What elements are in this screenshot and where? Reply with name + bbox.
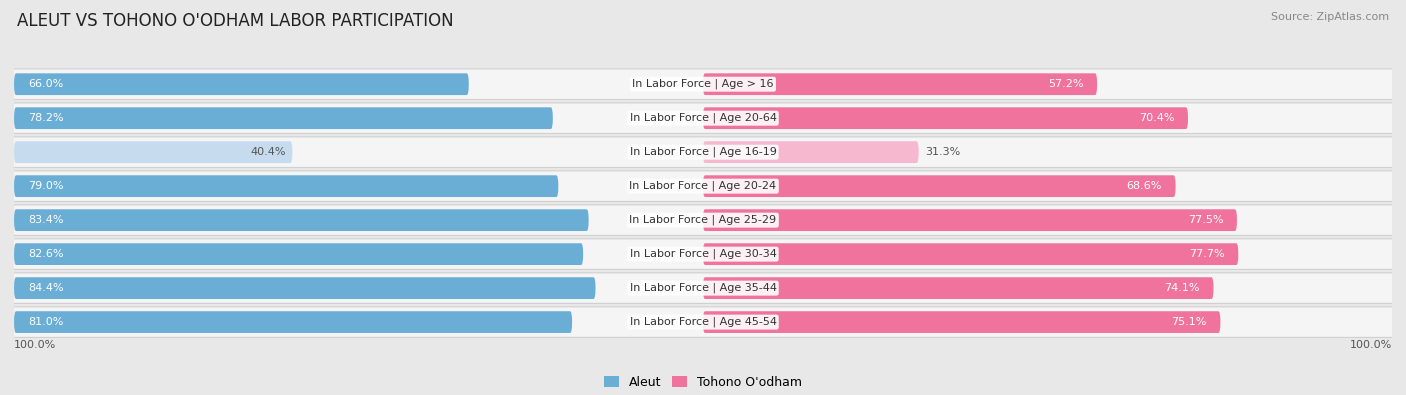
Text: In Labor Force | Age 30-34: In Labor Force | Age 30-34 (630, 249, 776, 260)
FancyBboxPatch shape (14, 243, 583, 265)
FancyBboxPatch shape (703, 141, 918, 163)
Text: 100.0%: 100.0% (14, 340, 56, 350)
FancyBboxPatch shape (7, 137, 1399, 167)
Text: In Labor Force | Age > 16: In Labor Force | Age > 16 (633, 79, 773, 89)
Text: Source: ZipAtlas.com: Source: ZipAtlas.com (1271, 12, 1389, 22)
Text: 75.1%: 75.1% (1171, 317, 1206, 327)
Text: 66.0%: 66.0% (28, 79, 63, 89)
FancyBboxPatch shape (14, 141, 292, 163)
FancyBboxPatch shape (703, 311, 1220, 333)
FancyBboxPatch shape (7, 239, 1399, 269)
FancyBboxPatch shape (7, 307, 1399, 337)
FancyBboxPatch shape (14, 277, 596, 299)
FancyBboxPatch shape (14, 311, 572, 333)
Text: 83.4%: 83.4% (28, 215, 63, 225)
Text: In Labor Force | Age 25-29: In Labor Force | Age 25-29 (630, 215, 776, 226)
Text: 82.6%: 82.6% (28, 249, 63, 259)
Text: In Labor Force | Age 20-64: In Labor Force | Age 20-64 (630, 113, 776, 123)
FancyBboxPatch shape (7, 171, 1399, 201)
Text: 84.4%: 84.4% (28, 283, 63, 293)
Text: 78.2%: 78.2% (28, 113, 63, 123)
FancyBboxPatch shape (7, 69, 1399, 100)
FancyBboxPatch shape (7, 205, 1399, 235)
FancyBboxPatch shape (14, 209, 589, 231)
Text: In Labor Force | Age 45-54: In Labor Force | Age 45-54 (630, 317, 776, 327)
Legend: Aleut, Tohono O'odham: Aleut, Tohono O'odham (599, 371, 807, 394)
Text: 77.5%: 77.5% (1188, 215, 1223, 225)
Text: 57.2%: 57.2% (1047, 79, 1083, 89)
Text: ALEUT VS TOHONO O'ODHAM LABOR PARTICIPATION: ALEUT VS TOHONO O'ODHAM LABOR PARTICIPAT… (17, 12, 454, 30)
Text: 70.4%: 70.4% (1139, 113, 1174, 123)
Text: In Labor Force | Age 20-24: In Labor Force | Age 20-24 (630, 181, 776, 192)
Text: 81.0%: 81.0% (28, 317, 63, 327)
FancyBboxPatch shape (703, 277, 1213, 299)
FancyBboxPatch shape (703, 209, 1237, 231)
FancyBboxPatch shape (7, 103, 1399, 134)
Text: 100.0%: 100.0% (1350, 340, 1392, 350)
FancyBboxPatch shape (703, 175, 1175, 197)
FancyBboxPatch shape (7, 273, 1399, 303)
FancyBboxPatch shape (14, 175, 558, 197)
Text: 68.6%: 68.6% (1126, 181, 1161, 191)
Text: 31.3%: 31.3% (925, 147, 960, 157)
Text: In Labor Force | Age 16-19: In Labor Force | Age 16-19 (630, 147, 776, 158)
FancyBboxPatch shape (703, 243, 1239, 265)
FancyBboxPatch shape (703, 73, 1097, 95)
FancyBboxPatch shape (14, 107, 553, 129)
FancyBboxPatch shape (14, 73, 468, 95)
Text: 40.4%: 40.4% (250, 147, 285, 157)
Text: In Labor Force | Age 35-44: In Labor Force | Age 35-44 (630, 283, 776, 293)
Text: 79.0%: 79.0% (28, 181, 63, 191)
FancyBboxPatch shape (703, 107, 1188, 129)
Text: 77.7%: 77.7% (1189, 249, 1225, 259)
Text: 74.1%: 74.1% (1164, 283, 1199, 293)
